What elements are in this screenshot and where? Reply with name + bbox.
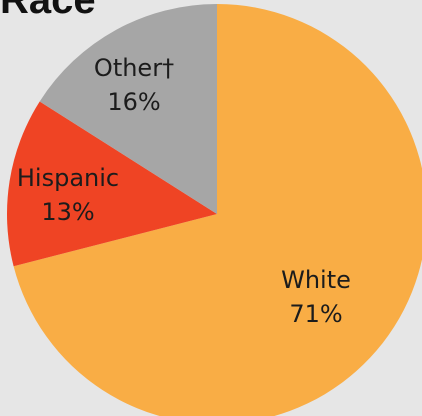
- slice-value-hispanic: 13%: [41, 198, 94, 226]
- pie-slice-white: [13, 4, 422, 416]
- slice-value-white: 71%: [289, 300, 342, 328]
- pie-slice-other: [39, 4, 218, 214]
- pie-slice-hispanic: [6, 101, 218, 267]
- slice-label-hispanic: Hispanic: [17, 164, 119, 192]
- slice-label-other: Other†: [94, 54, 174, 82]
- slice-value-other: 16%: [107, 88, 160, 116]
- slice-label-white: White: [281, 266, 351, 294]
- chart-title: Race: [0, 0, 96, 22]
